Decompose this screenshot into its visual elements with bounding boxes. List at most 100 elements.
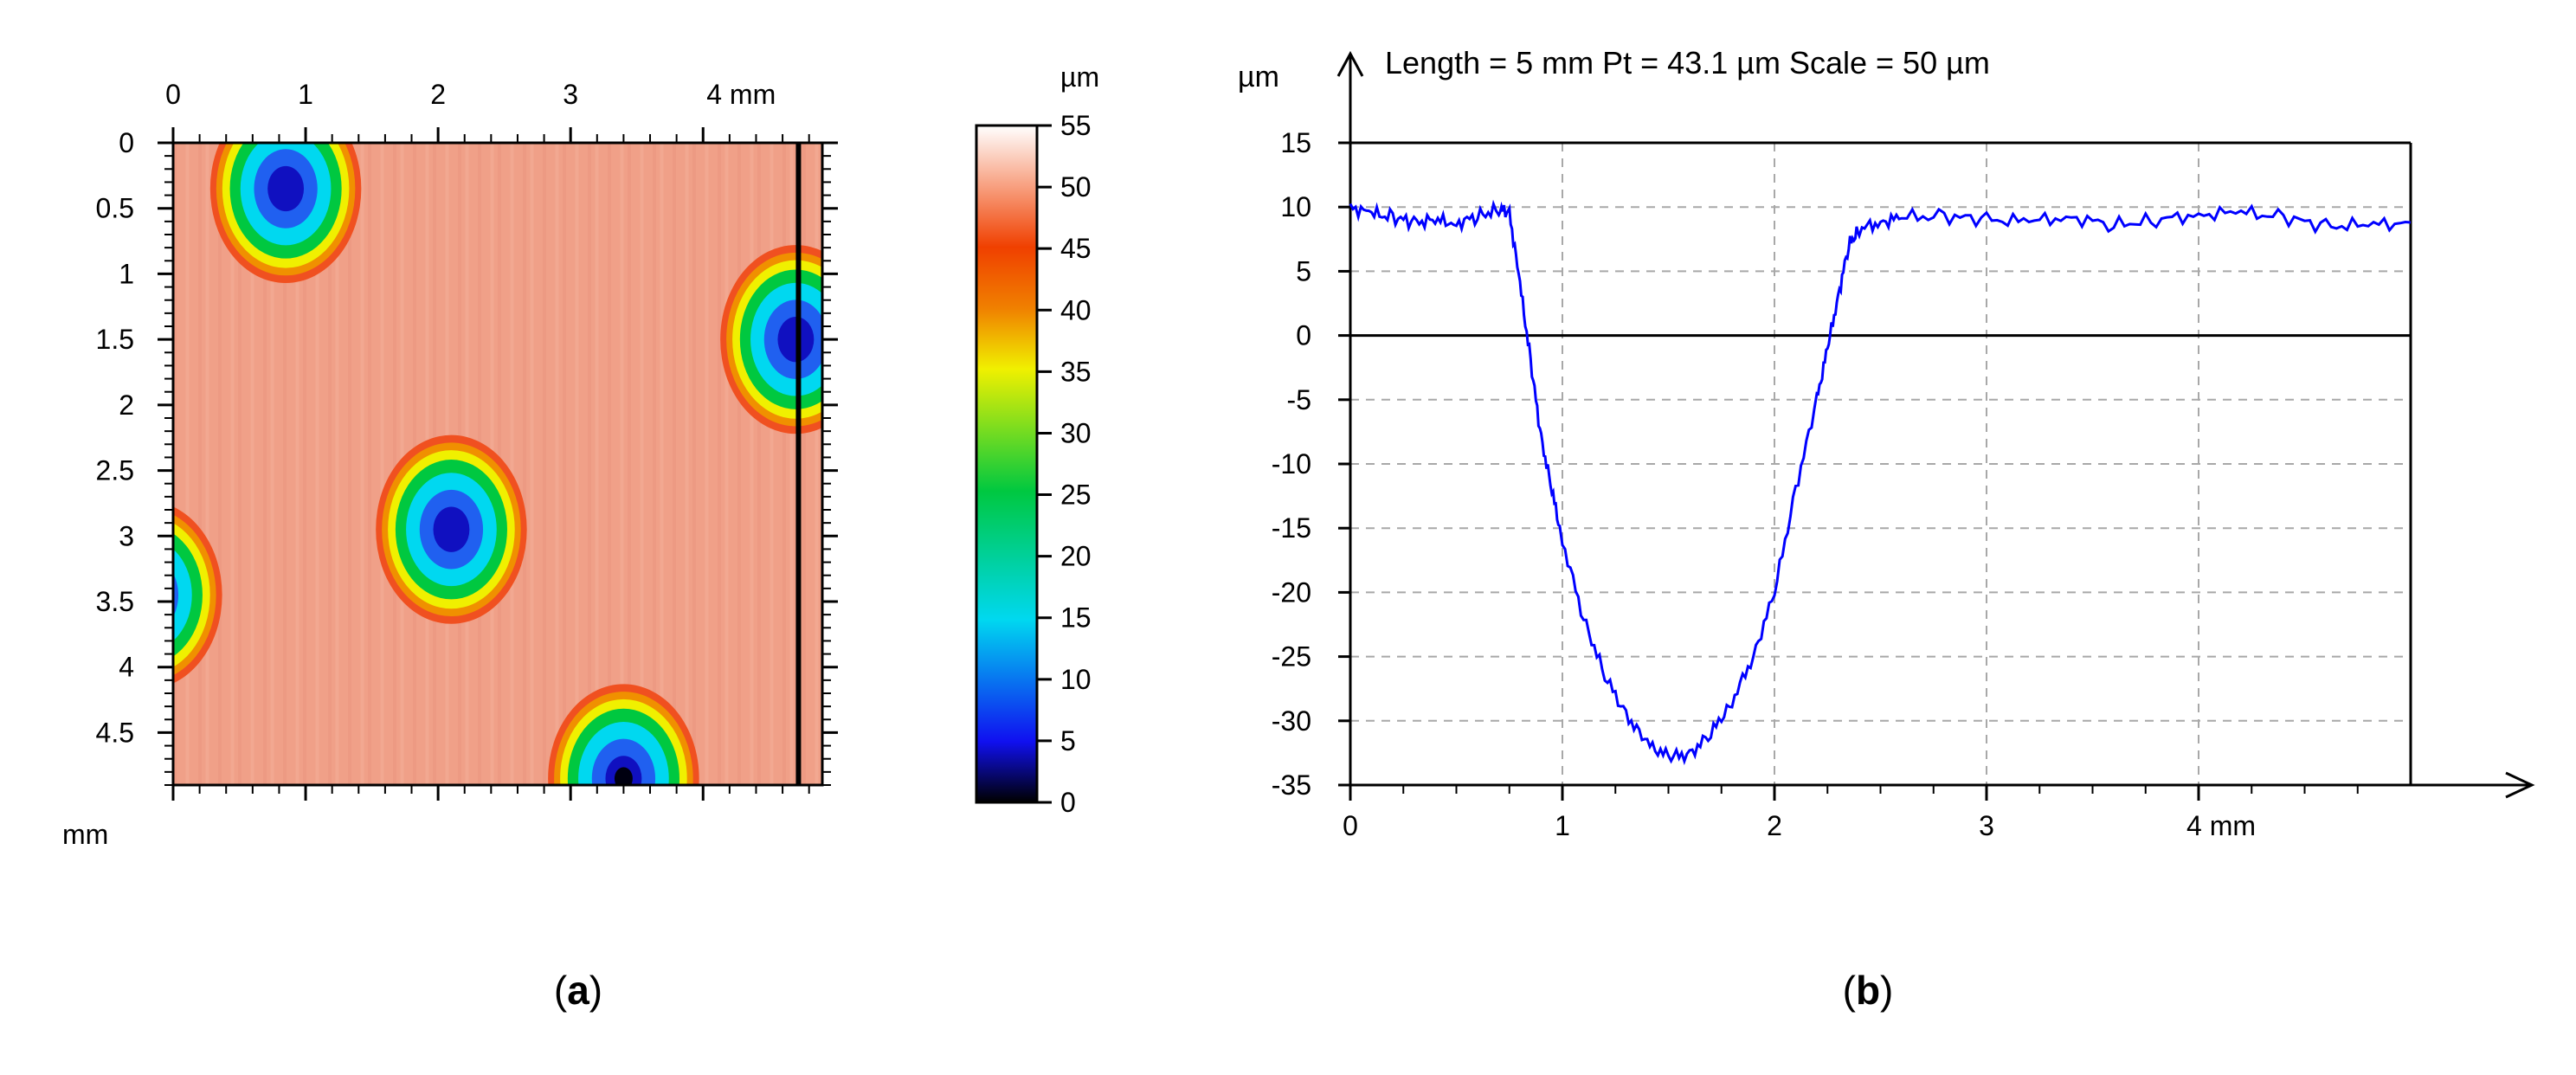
height-map-streak (620, 143, 624, 785)
profile-x-arrow (2505, 771, 2535, 799)
height-map-streak (230, 143, 235, 785)
map-y-tick-label: 2 (119, 389, 134, 421)
map-x-tick-label: 1 (298, 79, 313, 110)
height-map-streak (640, 143, 644, 785)
profile-y-tick-label: -20 (1272, 576, 1311, 608)
crater (209, 143, 362, 283)
height-map-streak (724, 143, 729, 785)
panel-label-b: (b) (1843, 968, 1894, 1013)
map-y-tick-label: 4.5 (96, 717, 134, 748)
height-map-streak (555, 143, 559, 785)
height-map-streak (757, 143, 761, 785)
map-y-tick-label: 1 (119, 258, 134, 289)
height-map-streak (328, 143, 332, 785)
height-map-image (173, 143, 822, 785)
height-map-streak (653, 143, 656, 785)
profile-series-line (1349, 199, 2412, 766)
crater (548, 684, 699, 785)
map-x-tick-label: 4 mm (706, 79, 776, 110)
profile-y-arrow (1336, 50, 1364, 77)
height-map-streak (705, 143, 709, 785)
colorbar-tick-label: 15 (1060, 602, 1092, 634)
height-map-streak (368, 143, 371, 785)
height-map-streak (250, 143, 254, 785)
height-map-streak (770, 143, 774, 785)
crater-ring (433, 506, 470, 552)
height-map-streak (173, 143, 177, 785)
map-x-tick-label: 3 (563, 79, 578, 110)
profile-y-tick-label: -30 (1272, 705, 1311, 737)
map-y-tick-label: 1.5 (96, 324, 134, 355)
profile-grid (1350, 143, 2411, 785)
crater (376, 435, 527, 624)
height-map-streak (750, 143, 754, 785)
profile-x-tick-label: 4 mm (2186, 810, 2256, 841)
panel-label-b-letter: b (1856, 968, 1880, 1013)
map-y-tick-label: 0.5 (96, 193, 134, 224)
profile-title: Length = 5 mm Pt = 43.1 µm Scale = 50 µm (1385, 45, 1990, 80)
map-y-tick-label: 2.5 (96, 455, 134, 486)
crater (720, 245, 822, 435)
height-map-panel: 0 1 2 3 4 mm 0 0.5 1 1.5 2 2.5 3 3.5 4 4.5 mm (62, 79, 838, 850)
profile-x-tick-label: 2 (1767, 810, 1782, 841)
height-map-streak (575, 143, 579, 785)
height-map-streak (283, 143, 287, 785)
colorbar-tick-label: 20 (1060, 541, 1092, 572)
height-map-streak (185, 143, 190, 785)
height-map-frame (171, 141, 824, 787)
map-y-tick-label: 4 (119, 652, 134, 683)
crater-ring (267, 165, 305, 212)
height-map-streak (335, 143, 339, 785)
profile-plot-panel: Length = 5 mm Pt = 43.1 µm Scale = 50 µm… (1238, 45, 2535, 841)
colorbar-tick-label: 45 (1060, 233, 1092, 264)
height-map-streak (238, 143, 242, 785)
height-map-streak (543, 143, 546, 785)
map-y-tick-label: 0 (119, 127, 134, 158)
colorbar-unit: µm (1060, 61, 1099, 93)
height-map-streak (628, 143, 631, 785)
map-y-tick-label: 3 (119, 520, 134, 551)
height-map-streak (563, 143, 566, 785)
profile-y-tick-label: -35 (1272, 769, 1311, 801)
height-map-streak (270, 143, 274, 785)
crater (173, 506, 222, 684)
height-map-streak (673, 143, 676, 785)
profile-y-unit: µm (1238, 61, 1279, 93)
colorbar-gradient (975, 124, 1039, 804)
crater-ring (173, 573, 179, 617)
profile-y-tick-label: 5 (1296, 255, 1311, 286)
height-map-streak (263, 143, 267, 785)
colorbar-tick-label: 55 (1060, 110, 1092, 141)
map-y-tick-label: 3.5 (96, 586, 134, 617)
height-map-streak (789, 143, 794, 785)
colorbar-ticks: 0 5 10 15 20 25 30 35 40 45 50 55 (1037, 110, 1092, 818)
height-map-streak (782, 143, 786, 785)
height-map-streak (393, 143, 396, 785)
height-map-streak (530, 143, 534, 785)
height-map-streak (303, 143, 306, 785)
profile-y-tick-label: -10 (1272, 448, 1311, 480)
profile-y-tick-label: -5 (1287, 384, 1311, 415)
crater-core (614, 767, 633, 785)
profile-y-tick-label: 15 (1280, 127, 1311, 158)
height-map-streak (510, 143, 514, 785)
map-x-tick-label: 2 (430, 79, 446, 110)
height-map-streak (660, 143, 664, 785)
panel-label-a: (a) (554, 968, 602, 1013)
height-map-streak (815, 143, 819, 785)
height-map-streak (205, 143, 209, 785)
profile-y-tick-label: 0 (1296, 320, 1311, 351)
colorbar-tick-label: 5 (1060, 725, 1076, 756)
height-map-axes: 0 1 2 3 4 mm 0 0.5 1 1.5 2 2.5 3 3.5 4 4.5 mm (62, 79, 838, 850)
height-map-streak (360, 143, 364, 785)
map-x-tick-label: 0 (165, 79, 181, 110)
profile-axes: 15 10 5 0 -5 -10 -15 -20 -25 -30 -35 0 1 2 3 4 mm (1272, 50, 2535, 841)
height-map-streak (348, 143, 351, 785)
height-map-streak (198, 143, 202, 785)
height-map-streak (608, 143, 611, 785)
height-map-streak (802, 143, 806, 785)
profile-x-tick-label: 1 (1555, 810, 1570, 841)
colorbar-tick-label: 50 (1060, 171, 1092, 203)
colorbar-tick-label: 35 (1060, 356, 1092, 387)
